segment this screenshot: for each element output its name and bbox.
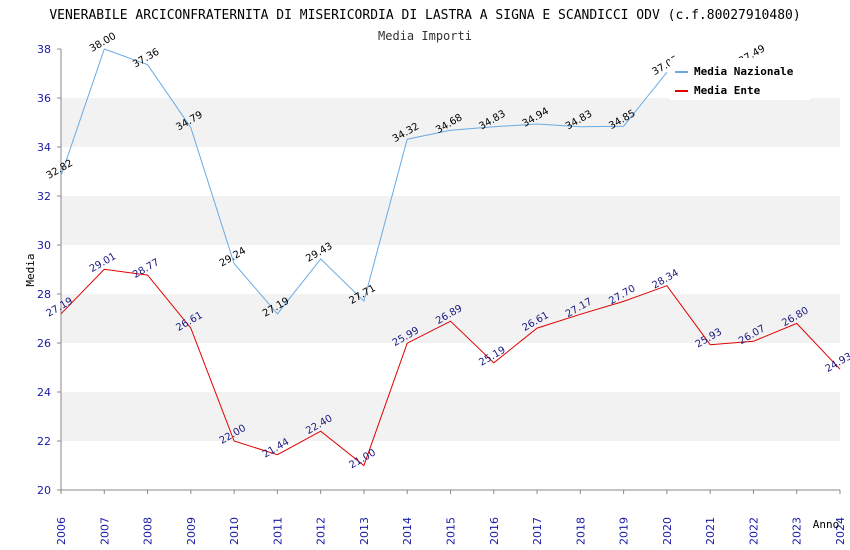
y-tick-label: 24 xyxy=(37,386,51,399)
legend-label-ente: Media Ente xyxy=(694,84,761,97)
grid-band xyxy=(61,98,840,147)
chart-subtitle: Media Importi xyxy=(378,29,472,43)
x-tick-label: 2022 xyxy=(747,517,760,545)
series-line-nazionale xyxy=(60,48,668,315)
chart-title: VENERABILE ARCICONFRATERNITA DI MISERICO… xyxy=(49,8,800,23)
grid-band xyxy=(61,196,840,245)
x-tick-label: 2008 xyxy=(142,517,155,545)
legend: Media Nazionale Media Ente xyxy=(670,58,810,100)
x-tick-label: 2010 xyxy=(228,517,241,545)
x-tick-label: 2021 xyxy=(704,517,717,545)
y-tick-label: 30 xyxy=(37,239,51,252)
x-tick-label: 2011 xyxy=(271,517,284,545)
x-tick-label: 2007 xyxy=(98,517,111,545)
x-tick-label: 2023 xyxy=(791,517,804,545)
x-tick-label: 2013 xyxy=(358,517,371,545)
legend-box xyxy=(670,58,810,100)
legend-label-nazionale: Media Nazionale xyxy=(694,65,794,78)
y-tick-label: 26 xyxy=(37,337,51,350)
y-tick-label: 34 xyxy=(37,141,51,154)
y-tick-label: 32 xyxy=(37,190,51,203)
x-tick-label: 2017 xyxy=(531,517,544,545)
y-tick-label: 38 xyxy=(37,43,51,56)
series-lines xyxy=(60,48,841,467)
grid-band xyxy=(61,294,840,343)
y-tick-label: 28 xyxy=(37,288,51,301)
x-tick-label: 2009 xyxy=(185,517,198,545)
grid-band xyxy=(61,392,840,441)
x-tick-label: 2018 xyxy=(574,517,587,545)
x-tick-label: 2012 xyxy=(315,517,328,545)
series-line-ente xyxy=(60,268,841,467)
y-tick-label: 36 xyxy=(37,92,51,105)
x-axis-label: Anno xyxy=(813,518,840,531)
x-tick-label: 2006 xyxy=(55,517,68,545)
x-tick-label: 2020 xyxy=(661,517,674,545)
grid-bands xyxy=(61,98,840,441)
x-tick-label: 2014 xyxy=(401,517,414,545)
x-tick-label: 2019 xyxy=(618,517,631,545)
y-axis-label: Media xyxy=(24,253,37,286)
x-tick-label: 2016 xyxy=(488,517,501,545)
x-tick-label: 2015 xyxy=(445,517,458,545)
y-tick-label: 20 xyxy=(37,484,51,497)
y-tick-label: 22 xyxy=(37,435,51,448)
x-tick-label: 2024 xyxy=(834,517,847,545)
